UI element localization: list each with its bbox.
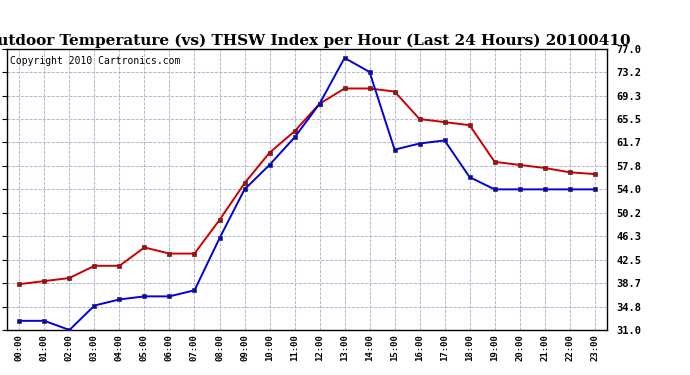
Title: Outdoor Temperature (vs) THSW Index per Hour (Last 24 Hours) 20100410: Outdoor Temperature (vs) THSW Index per … (0, 33, 631, 48)
Text: Copyright 2010 Cartronics.com: Copyright 2010 Cartronics.com (10, 56, 180, 66)
